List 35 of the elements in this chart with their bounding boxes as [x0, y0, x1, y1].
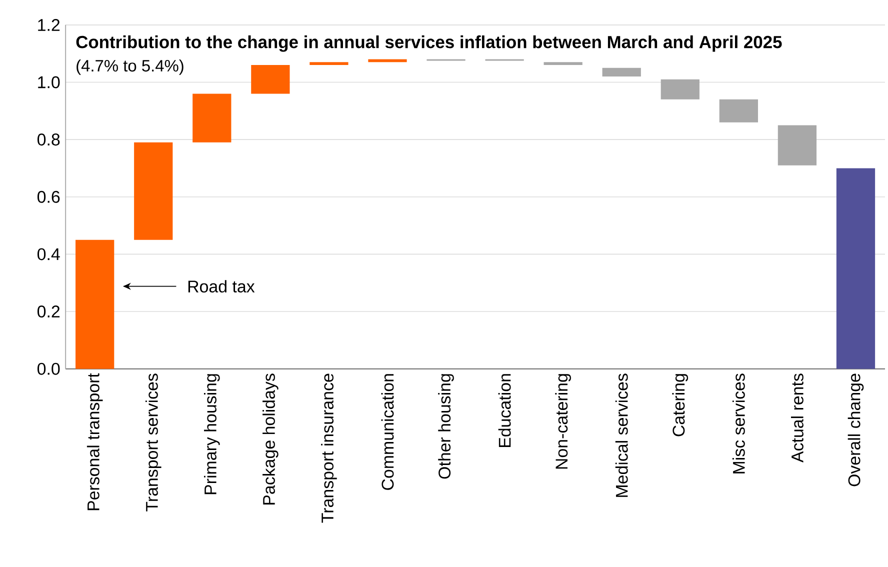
x-tick-label: Medical services [615, 374, 628, 497]
annotation: Road tax [188, 280, 255, 292]
bar [76, 240, 114, 369]
x-tick-label: Personal transport [86, 373, 103, 510]
bar [310, 62, 348, 65]
bar [778, 125, 817, 166]
y-tick-label: 0.6 [38, 190, 60, 203]
bar [660, 79, 700, 100]
x-tick-label: Actual rents [790, 374, 804, 462]
y-tick-label: 0.8 [38, 133, 60, 146]
x-tick-label: Package holidays [262, 374, 278, 504]
text: (4.7% to 5.4%) [76, 59, 184, 75]
y-tick-label: 0.4 [38, 248, 60, 260]
bar [251, 64, 290, 94]
x-tick-label: Transport services [145, 374, 162, 512]
x-tick-label: Catering [672, 374, 688, 436]
bar [602, 68, 641, 76]
bar [544, 62, 582, 65]
x-tick-label: Education [498, 374, 511, 447]
bar [134, 142, 173, 240]
x-tick-label: Communication [381, 374, 394, 490]
y-tick-label: 0.0 [38, 362, 60, 375]
bar [192, 94, 232, 142]
x-tick-label: Primary housing [204, 374, 220, 494]
bar [836, 168, 876, 369]
x-tick-label: Other housing [438, 374, 454, 479]
x-tick-label: Misc services [732, 374, 745, 474]
y-tick-label: 1.0 [38, 76, 60, 88]
x-tick-label: Transport insurance [321, 374, 337, 523]
bar [719, 99, 758, 122]
y-tick-label: 1.2 [38, 18, 60, 31]
y-tick-label: 0.2 [38, 305, 60, 318]
x-tick-label: Overall change [848, 374, 864, 486]
text: Contribution to the change in annual services inflation between March and April 2025 [76, 35, 782, 52]
x-tick-label: Non-catering [555, 374, 571, 469]
